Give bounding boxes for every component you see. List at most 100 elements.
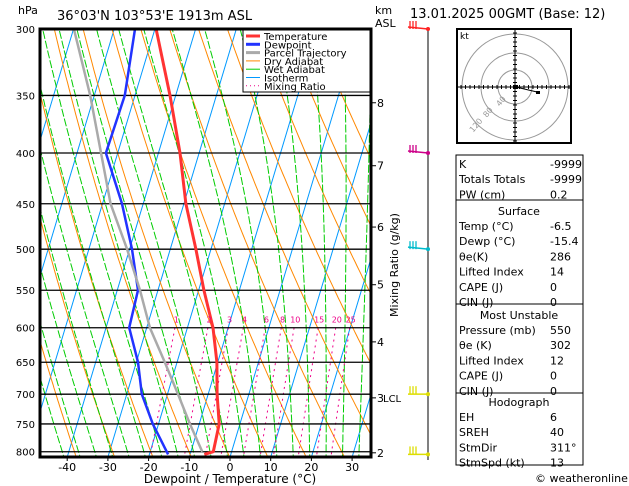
km-tick-label: 6 [377, 221, 384, 234]
mixing-ratio-line [242, 327, 266, 457]
stat-value: 286 [550, 250, 571, 263]
mixing-ratio-label: 15 [314, 316, 324, 325]
pressure-tick-label: 750 [16, 420, 35, 431]
isotherm-line [40, 29, 115, 279]
pressure-tick-label: 600 [16, 324, 35, 335]
wet-adiabat-line [40, 206, 114, 457]
pressure-tick-label: 450 [16, 200, 35, 211]
wet-adiabat-line [96, 29, 212, 457]
dry-adiabat-line [169, 29, 346, 457]
dry-adiabat-line [40, 339, 77, 457]
location-title: 36°03'N 103°53'E 1913m ASL [57, 9, 253, 24]
copyright: © weatheronline.co.uk [535, 472, 629, 485]
stat-label: SREH [459, 426, 489, 439]
mixing-ratio-label: 25 [346, 316, 356, 325]
stat-value: 6 [550, 411, 557, 424]
isotherm-line [107, 29, 237, 457]
stat-value: 0 [550, 296, 557, 309]
stat-value: -9999 [550, 173, 582, 186]
isotherm-line [270, 120, 371, 457]
mixing-ratio-line [272, 327, 295, 457]
wind-barb-icon [407, 144, 430, 155]
wet-adiabat-line [118, 29, 228, 457]
stat-label: Dewp (°C) [459, 235, 515, 248]
stat-value: 550 [550, 324, 571, 337]
temp-tick-label: -20 [140, 461, 158, 474]
dry-adiabat-line [313, 29, 371, 161]
stat-label: StmSpd (kt) [459, 457, 525, 470]
dry-adiabat-line [53, 29, 192, 457]
legend-entry: Mixing Ratio [264, 82, 326, 93]
legend-entry: Isotherm [264, 74, 308, 85]
isotherm-line [310, 256, 371, 457]
hodograph-stats-box [455, 392, 584, 466]
stat-label: StmDir [459, 441, 498, 454]
wet-adiabat-line [342, 29, 347, 457]
stat-value: 0 [550, 370, 557, 383]
stat-value: 13 [550, 457, 564, 470]
wet-adiabat-line [40, 82, 146, 457]
legend-box [242, 29, 371, 93]
legend-entry: Dewpoint [264, 40, 312, 51]
section-title: Hodograph [489, 396, 550, 409]
isotherm-line [40, 29, 75, 143]
wet-adiabat-line [40, 263, 97, 457]
wet-adiabat-line [58, 29, 179, 457]
km-tick-label: 4 [377, 336, 384, 349]
stat-value: 0 [550, 281, 557, 294]
km-tick-label: 5 [377, 279, 384, 292]
axes: 1 2 3 4 6 8 10 15 20 2530035040045050055060065070… [16, 25, 402, 486]
dry-adiabat-line [197, 29, 371, 437]
pressure-tick-label: 550 [16, 286, 35, 297]
stat-value: 40 [550, 426, 564, 439]
mixing-ratio-label: 10 [290, 316, 300, 325]
temp-tick-label: 30 [345, 461, 359, 474]
mixing-ratio-axis-title: Mixing Ratio (g/kg) [388, 213, 401, 317]
section-title: Surface [498, 205, 540, 218]
wet-adiabat-line [143, 29, 245, 457]
temp-tick-label: 20 [304, 461, 318, 474]
isotherm-line [40, 29, 156, 414]
wet-adiabat-line [239, 29, 294, 457]
hodograph-marker [513, 85, 518, 89]
wet-adiabat-line [40, 146, 130, 457]
datetime: 13.01.2025 00GMT (Base: 12) [410, 7, 605, 22]
mixing-ratio-label: 20 [332, 316, 342, 325]
stat-label: θe(K) [459, 250, 488, 263]
mixing-ratio-label: 1 [174, 316, 179, 325]
stat-label: CIN (J) [459, 296, 493, 309]
pressure-tick-label: 400 [16, 149, 35, 160]
km-tick-label: 7 [377, 160, 384, 173]
legend-entry: Temperature [263, 32, 327, 43]
temperature-line [154, 29, 221, 456]
mixing-ratio-line [330, 327, 351, 457]
mixing-ratio-line [183, 327, 209, 457]
stat-label: θe (K) [459, 339, 492, 352]
stat-value: 302 [550, 339, 571, 352]
wind-barb-icon [408, 386, 430, 397]
mixing-ratio-label: 8 [280, 316, 285, 325]
plot-frame [38, 27, 373, 459]
dry-adiabat-line [40, 90, 154, 457]
profiles [72, 29, 221, 456]
wet-adiabat-line [40, 375, 65, 457]
x-axis-title: Dewpoint / Temperature (°C) [144, 472, 316, 486]
section-title: Most Unstable [480, 309, 559, 322]
stat-label: CIN (J) [459, 385, 493, 398]
height-unit: km [375, 4, 392, 17]
dry-adiabat-line [226, 29, 371, 366]
stat-value: 14 [550, 266, 564, 279]
stat-label: PW (cm) [459, 188, 505, 201]
km-tick-label: 3 [377, 392, 384, 405]
mixing-ratio-line [149, 327, 176, 457]
pressure-tick-label: 300 [16, 25, 35, 36]
stat-value: -6.5 [550, 220, 571, 233]
legend-entry: Wet Adiabat [264, 65, 325, 76]
mixing-ratio-label: 2 [207, 316, 212, 325]
height-ref: ASL [375, 17, 397, 30]
pressure-tick-label: 650 [16, 358, 35, 369]
wet-adiabat-line [276, 29, 311, 457]
stat-label: Pressure (mb) [459, 324, 536, 337]
wind-barb-icon [407, 21, 430, 31]
